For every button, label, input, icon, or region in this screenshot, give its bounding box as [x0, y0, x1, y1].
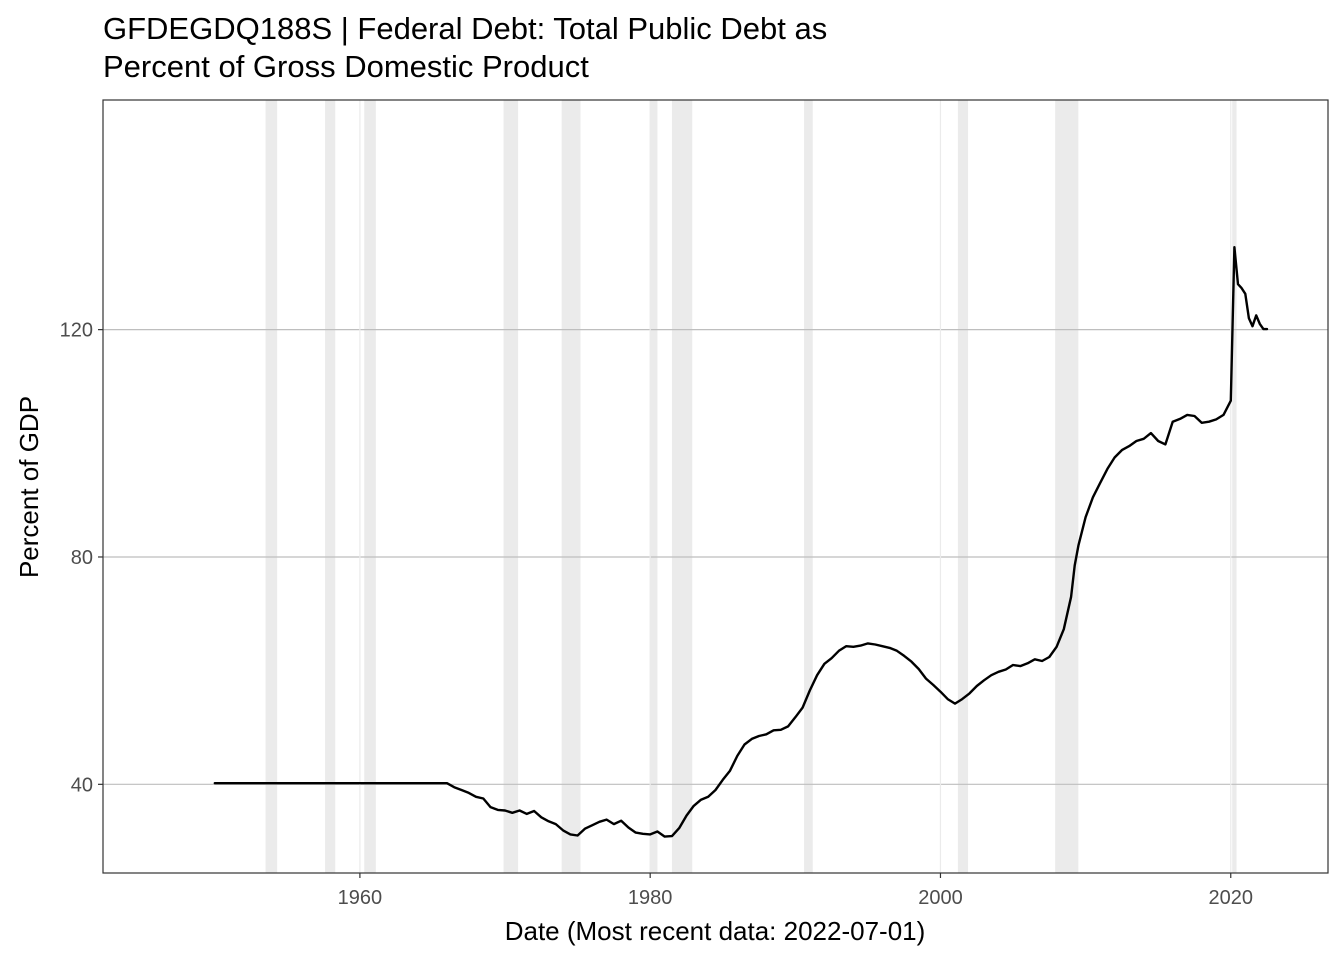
x-tick-label: 1960: [338, 887, 383, 909]
recession-band: [1232, 100, 1237, 873]
recession-band: [265, 100, 278, 873]
y-tick-label: 40: [71, 774, 93, 796]
series-line: [213, 245, 1269, 838]
recession-band: [650, 100, 658, 873]
x-tick-label: 2020: [1209, 887, 1254, 909]
gridlines-layer: [103, 100, 1328, 873]
recession-band: [1055, 100, 1079, 873]
chart-title-line-1: GFDEGDQ188S | Federal Debt: Total Public…: [103, 11, 828, 46]
recession-shading-layer: [265, 100, 1237, 873]
recession-band: [503, 100, 519, 873]
recession-band: [364, 100, 376, 873]
series-layer: [213, 245, 1269, 838]
y-axis-title: Percent of GDP: [14, 396, 44, 578]
recession-band: [804, 100, 813, 873]
x-tick-label: 1980: [628, 887, 673, 909]
chart-title: GFDEGDQ188S | Federal Debt: Total Public…: [103, 10, 1103, 86]
y-tick-label: 80: [71, 547, 93, 569]
recession-band: [561, 100, 581, 873]
panel-border: [102, 99, 1329, 874]
y-tick-label: 120: [60, 320, 93, 342]
panel-frame: [102, 99, 1329, 874]
x-axis-title: Date (Most recent data: 2022-07-01): [505, 916, 926, 946]
chart-title-line-2: Percent of Gross Domestic Product: [103, 49, 589, 84]
x-tick-label: 2000: [918, 887, 963, 909]
recession-band: [325, 100, 336, 873]
recession-band: [671, 100, 693, 873]
recession-band: [957, 100, 969, 873]
axis-ticks-layer: 40 80 120 1960 1980 2000 2020: [60, 320, 1253, 909]
